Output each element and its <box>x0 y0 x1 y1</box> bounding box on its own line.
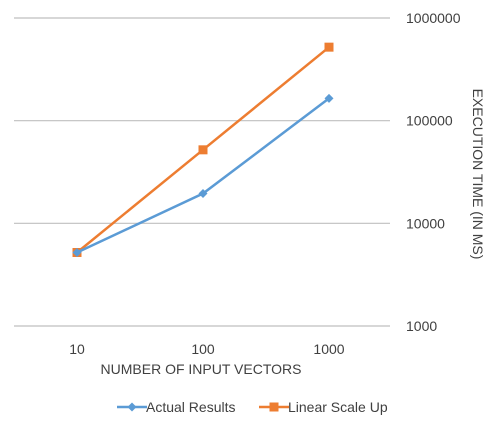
data-point-square <box>198 145 208 155</box>
legend-marker-square <box>269 402 279 412</box>
series-lines <box>72 42 334 257</box>
y-tick-label: 1000000 <box>406 10 461 26</box>
legend-label: Linear Scale Up <box>288 399 388 415</box>
y-tick-labels: 1000 10000 100000 1000000 <box>406 10 461 334</box>
legend-marker-diamond <box>127 402 137 412</box>
x-tick-label: 100 <box>191 341 215 357</box>
data-point-diamond <box>324 93 334 103</box>
legend: Actual Results Linear Scale Up <box>117 399 388 415</box>
data-point-diamond <box>198 189 208 199</box>
data-point-diamond <box>72 247 82 257</box>
legend-item: Actual Results <box>117 399 235 415</box>
y-tick-label: 100000 <box>406 113 453 129</box>
data-point-square <box>324 42 334 52</box>
series-line <box>76 97 330 254</box>
legend-label: Actual Results <box>146 399 235 415</box>
x-axis-title: NUMBER OF INPUT VECTORS <box>101 361 302 377</box>
x-tick-labels: 10 100 1000 <box>69 341 345 357</box>
gridlines <box>14 17 390 327</box>
y-tick-label: 1000 <box>406 318 437 334</box>
legend-item: Linear Scale Up <box>259 399 388 415</box>
x-tick-label: 1000 <box>313 341 344 357</box>
y-axis-title: EXECUTION TIME (IN MS) <box>470 89 486 260</box>
x-tick-label: 10 <box>69 341 85 357</box>
y-tick-label: 10000 <box>406 215 445 231</box>
